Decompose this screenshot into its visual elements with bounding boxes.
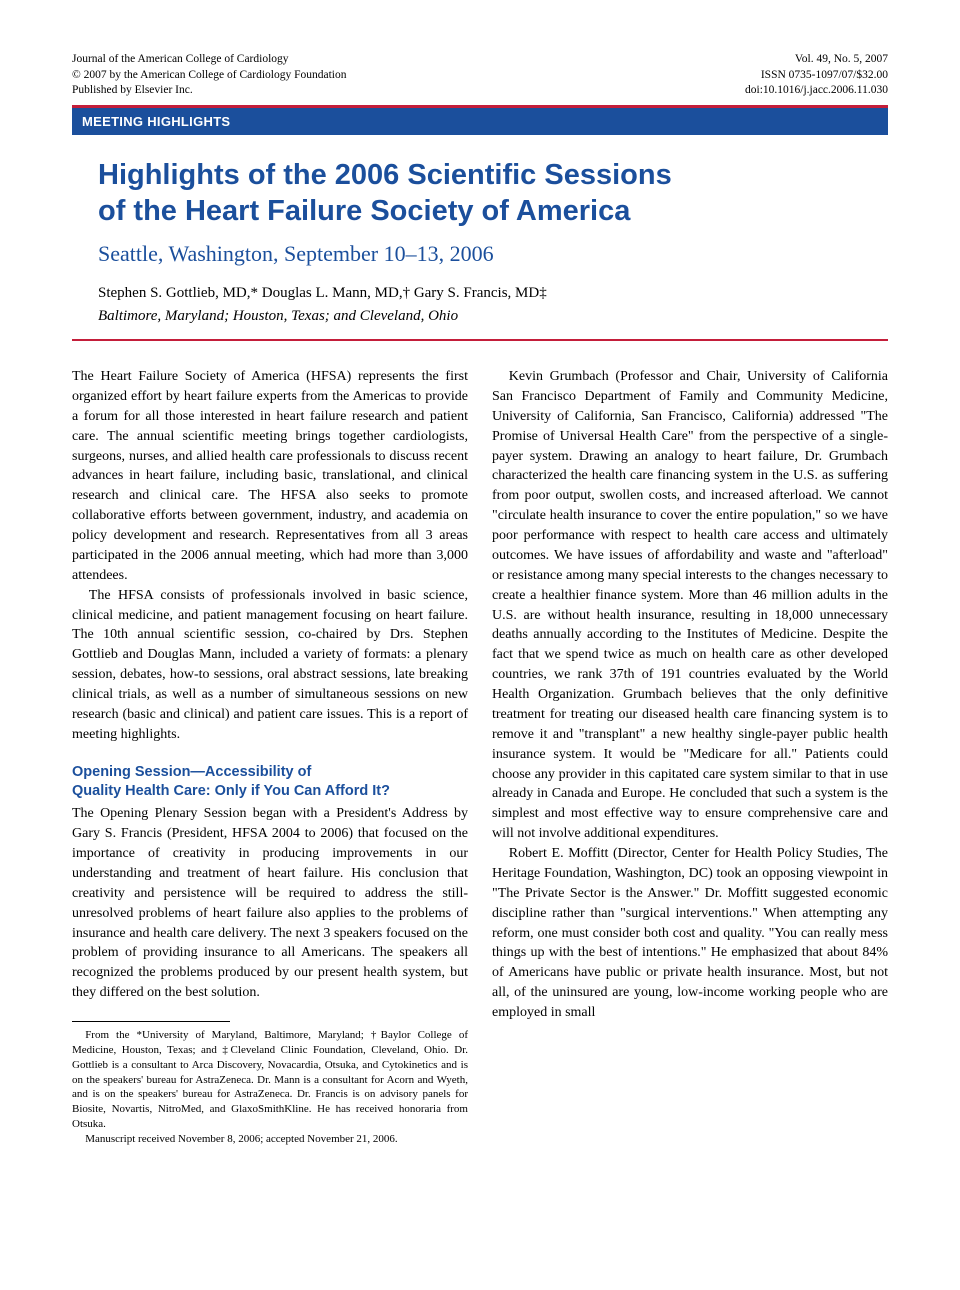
footnote-manuscript-dates: Manuscript received November 8, 2006; ac… [72,1132,468,1147]
intro-paragraph-1: The Heart Failure Society of America (HF… [72,367,468,586]
doi-line: doi:10.1016/j.jacc.2006.11.030 [745,83,888,99]
header-left: Journal of the American College of Cardi… [72,52,346,99]
title-rule [72,339,888,341]
body-paragraph-5: Robert E. Moffitt (Director, Center for … [492,844,888,1023]
title-line-1: Highlights of the 2006 Scientific Sessio… [98,159,672,191]
author-list: Stephen S. Gottlieb, MD,* Douglas L. Man… [98,285,862,302]
volume-issue: Vol. 49, No. 5, 2007 [745,52,888,68]
author-affiliations: Baltimore, Maryland; Houston, Texas; and… [98,308,862,325]
article-subtitle: Seattle, Washington, September 10–13, 20… [98,241,862,267]
body-paragraph-4: Kevin Grumbach (Professor and Chair, Uni… [492,367,888,844]
heading-line-1: Opening Session—Accessibility of [72,764,311,780]
section-banner: MEETING HIGHLIGHTS [72,105,888,135]
footnote-block: From the *University of Maryland, Baltim… [72,1021,468,1147]
heading-line-2: Quality Health Care: Only if You Can Aff… [72,783,390,799]
copyright-line: © 2007 by the American College of Cardio… [72,68,346,84]
article-header: Highlights of the 2006 Scientific Sessio… [72,157,888,326]
publisher-line: Published by Elsevier Inc. [72,83,346,99]
body-columns: The Heart Failure Society of America (HF… [72,367,888,1147]
footnote-affiliations: From the *University of Maryland, Baltim… [72,1028,468,1132]
running-header: Journal of the American College of Cardi… [72,52,888,99]
body-paragraph-3: The Opening Plenary Session began with a… [72,804,468,1003]
issn-line: ISSN 0735-1097/07/$32.00 [745,68,888,84]
title-line-2: of the Heart Failure Society of America [98,195,630,227]
journal-name: Journal of the American College of Cardi… [72,52,346,68]
section-heading-opening-session: Opening Session—Accessibility of Quality… [72,763,468,801]
article-title: Highlights of the 2006 Scientific Sessio… [98,157,862,230]
footnote-rule [72,1021,230,1022]
header-right: Vol. 49, No. 5, 2007 ISSN 0735-1097/07/$… [745,52,888,99]
intro-paragraph-2: The HFSA consists of professionals invol… [72,586,468,745]
